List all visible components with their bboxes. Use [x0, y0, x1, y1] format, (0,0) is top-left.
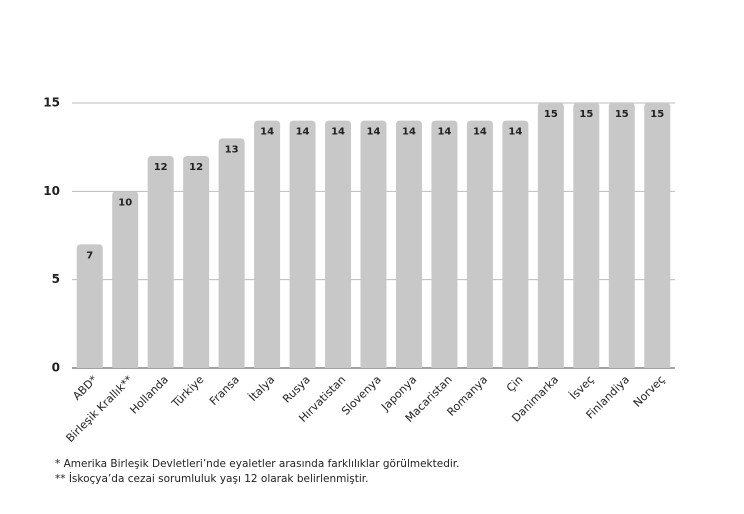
- value-label: 14: [296, 127, 310, 138]
- value-label: 7: [86, 250, 93, 261]
- footnote: * Amerika Birleşik Devletleri’nde eyalet…: [55, 458, 459, 470]
- bar: [395, 120, 422, 369]
- bar: [644, 103, 671, 368]
- value-label: 14: [473, 127, 487, 138]
- x-tick-label: Norveç: [631, 373, 668, 410]
- value-label: 14: [331, 127, 345, 138]
- value-label: 14: [402, 127, 416, 138]
- value-label: 15: [615, 109, 629, 120]
- bar: [466, 120, 493, 369]
- value-label: 12: [154, 162, 168, 173]
- x-tick-label: Türkiye: [169, 373, 207, 411]
- value-label: 14: [367, 127, 381, 138]
- x-tick-label: Çin: [504, 373, 526, 395]
- bar: [112, 191, 139, 368]
- bar: [608, 103, 635, 368]
- x-tick-label: Hollanda: [127, 373, 171, 417]
- y-tick-label: 5: [52, 272, 60, 286]
- bar: [254, 120, 281, 369]
- bar: [289, 120, 316, 369]
- bar: [431, 120, 458, 369]
- bar: [218, 138, 245, 368]
- bar: [76, 244, 103, 368]
- bar: [325, 120, 352, 369]
- x-tick-label: İsveç: [567, 373, 596, 402]
- bar: [573, 103, 600, 368]
- y-tick-label: 10: [43, 184, 60, 198]
- x-tick-label: Birleşik Krallık**: [64, 373, 136, 445]
- bar: [502, 120, 529, 369]
- bar: [147, 156, 174, 368]
- value-label: 14: [508, 127, 522, 138]
- bar: [360, 120, 387, 369]
- footnote: ** İskoçya’da cezai sorumluluk yaşı 12 o…: [55, 472, 369, 485]
- y-tick-label: 0: [52, 361, 60, 375]
- value-label: 15: [650, 109, 664, 120]
- x-tick-label: Rusya: [280, 373, 313, 406]
- x-tick-label: ABD*: [70, 373, 100, 403]
- value-label: 14: [260, 127, 274, 138]
- value-label: 15: [579, 109, 593, 120]
- y-tick-label: 15: [43, 96, 60, 110]
- value-label: 10: [118, 197, 132, 208]
- value-label: 15: [544, 109, 558, 120]
- x-tick-label: İtalya: [246, 373, 277, 404]
- bar: [183, 156, 210, 368]
- value-label: 14: [437, 127, 451, 138]
- value-label: 13: [225, 144, 239, 155]
- x-tick-label: Fransa: [207, 373, 242, 408]
- value-label: 12: [189, 162, 203, 173]
- bar: [537, 103, 564, 368]
